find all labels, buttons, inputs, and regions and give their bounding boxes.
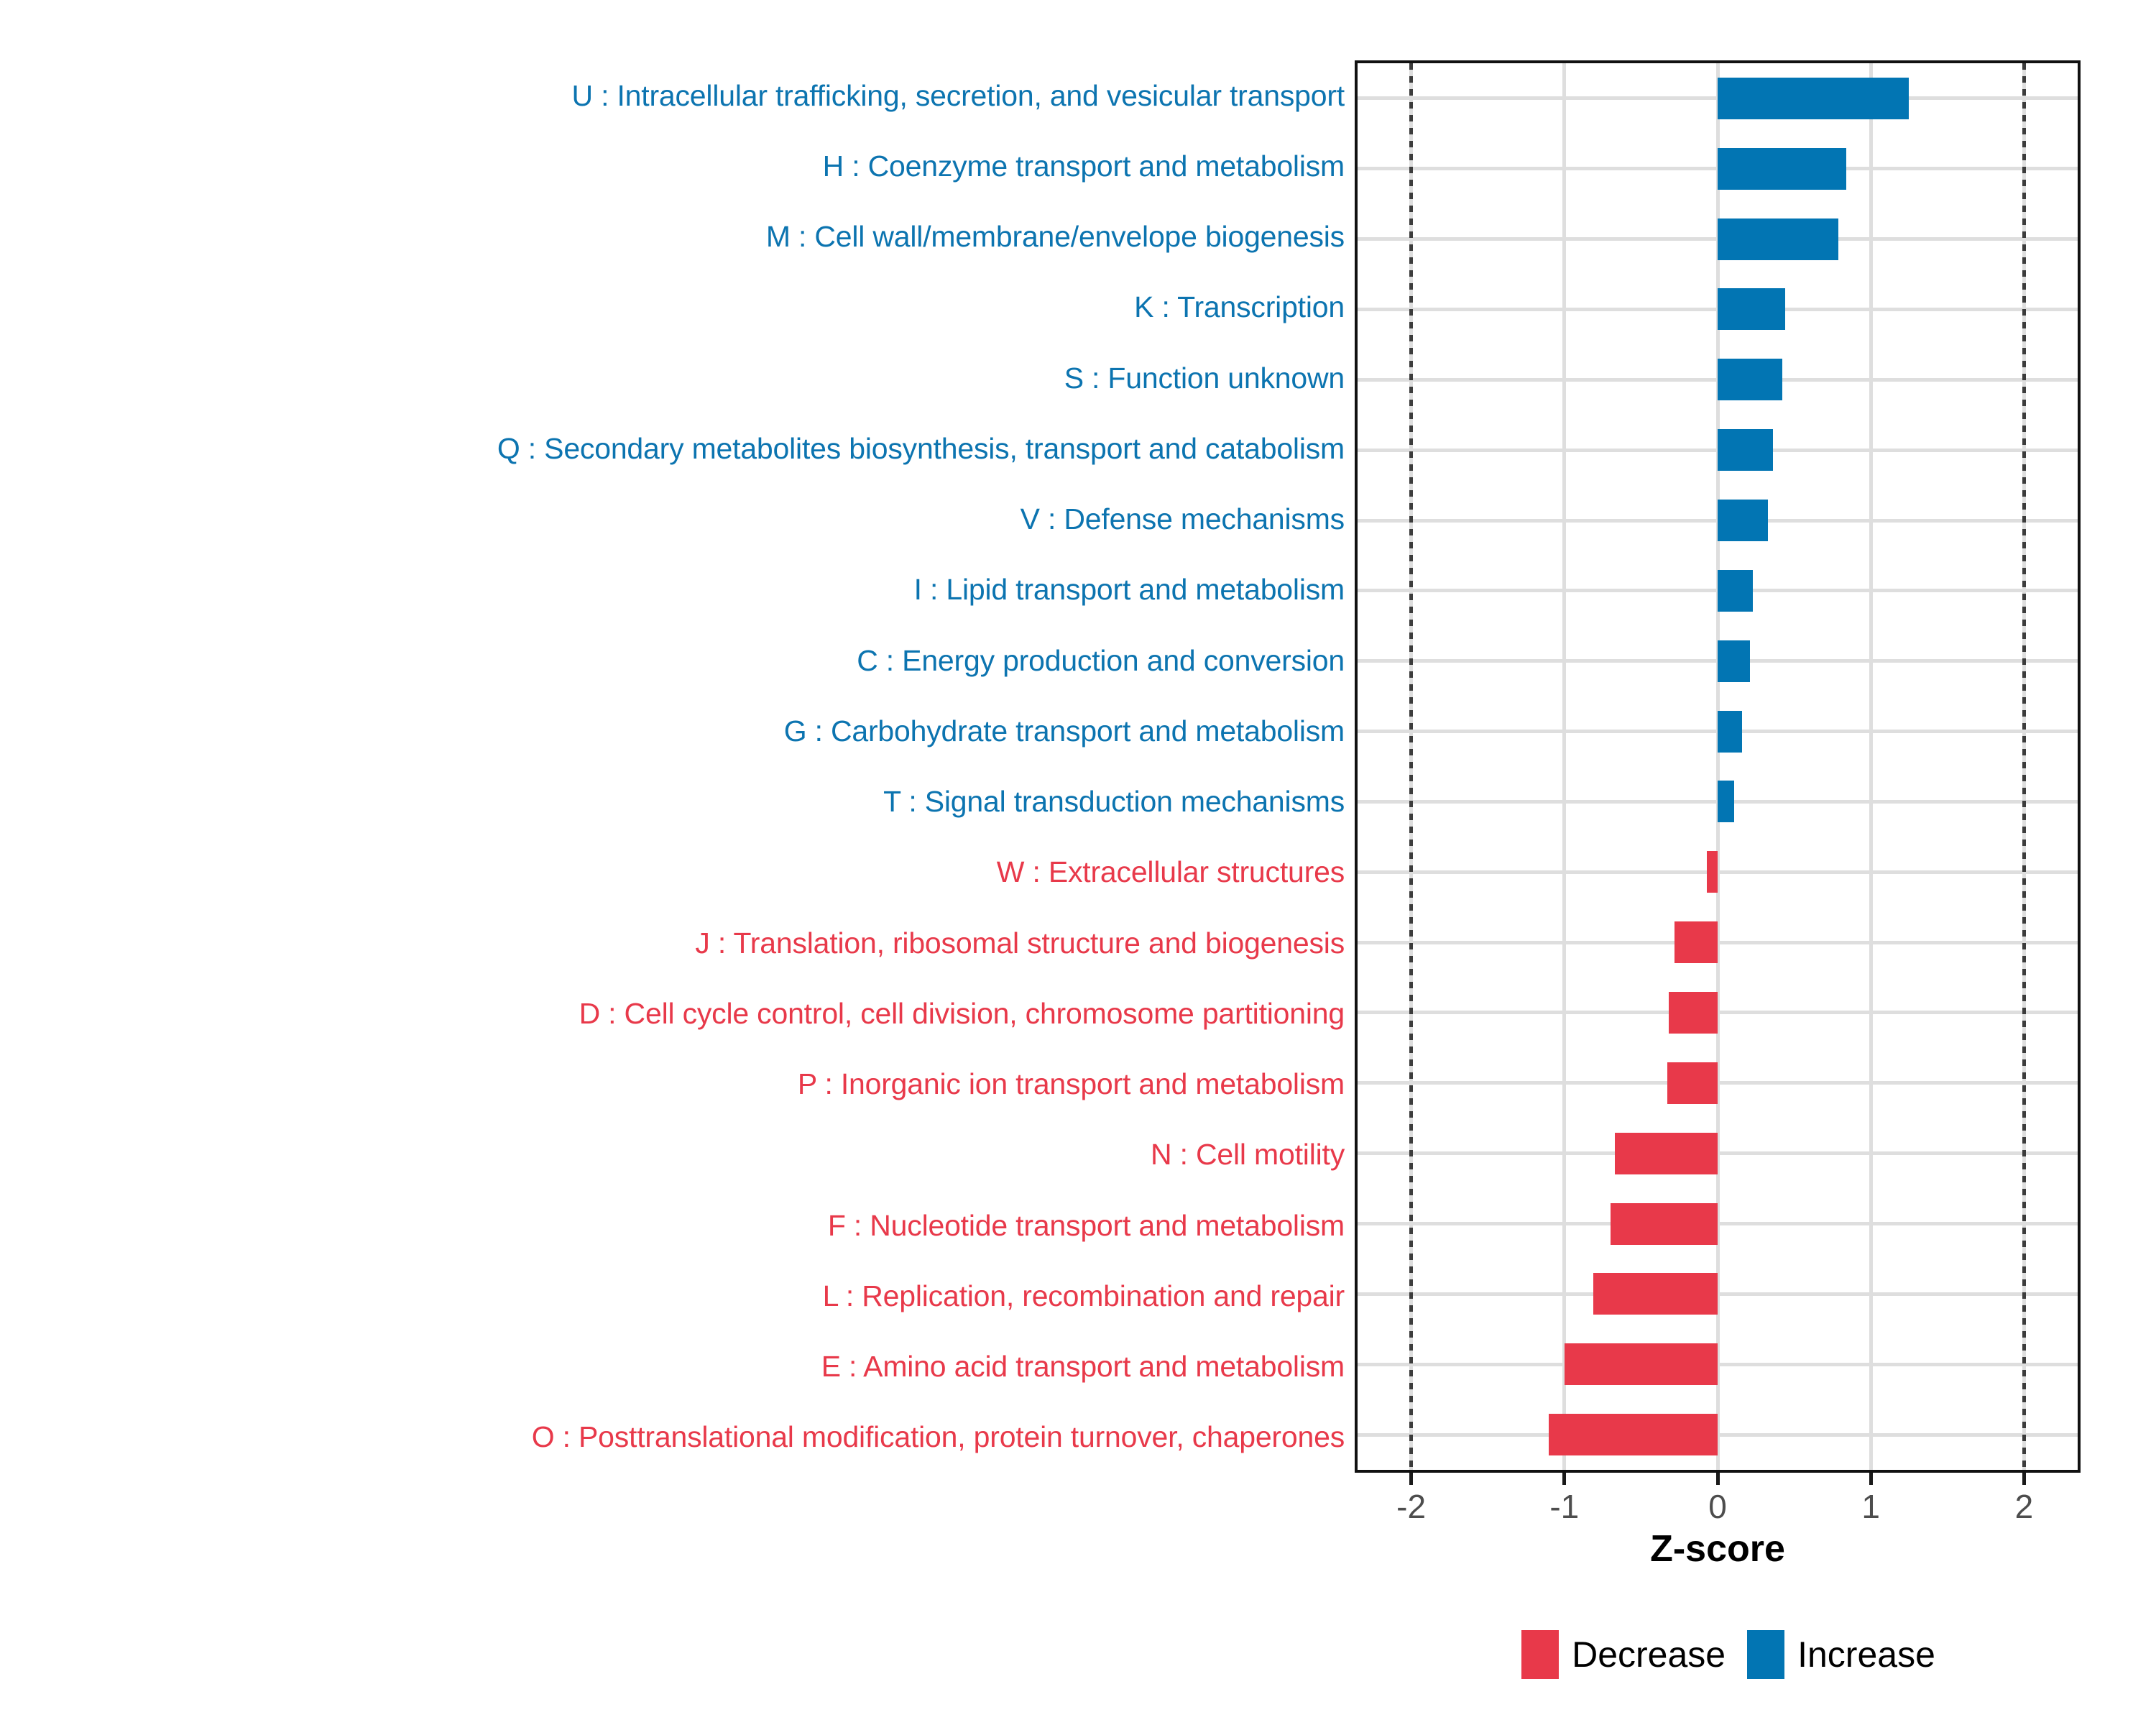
bar[interactable] — [1718, 429, 1773, 472]
reference-line — [2022, 63, 2026, 1470]
category-label-row: V : Defense mechanisms — [0, 484, 1355, 555]
category-label-row: K : Transcription — [0, 272, 1355, 343]
category-label: G : Carbohydrate transport and metabolis… — [783, 714, 1345, 748]
legend-label-increase: Increase — [1797, 1634, 1935, 1675]
gridline-horizontal — [1358, 1292, 2078, 1296]
category-label: O : Posttranslational modification, prot… — [531, 1420, 1345, 1454]
category-label: I : Lipid transport and metabolism — [913, 573, 1345, 607]
x-tick-label: 0 — [1708, 1488, 1727, 1525]
gridline-horizontal — [1358, 1222, 2078, 1226]
plot-panel — [1355, 60, 2081, 1473]
category-label-row: T : Signal transduction mechanisms — [0, 767, 1355, 837]
x-tick-label: -2 — [1396, 1488, 1427, 1525]
category-label: N : Cell motility — [1151, 1138, 1345, 1172]
category-label-row: U : Intracellular trafficking, secretion… — [0, 60, 1355, 131]
gridline-vertical — [1715, 63, 1720, 1470]
category-label-row: N : Cell motility — [0, 1120, 1355, 1190]
bar[interactable] — [1718, 569, 1754, 612]
gridline-horizontal — [1358, 1432, 2078, 1437]
gridline-horizontal — [1358, 870, 2078, 874]
category-label: W : Extracellular structures — [996, 855, 1345, 889]
x-tick — [1409, 1473, 1414, 1485]
category-label-row: H : Coenzyme transport and metabolism — [0, 131, 1355, 201]
legend-item-decrease[interactable]: Decrease — [1521, 1630, 1726, 1679]
category-label-row: J : Translation, ribosomal structure and… — [0, 908, 1355, 978]
category-label-row: W : Extracellular structures — [0, 837, 1355, 908]
category-label: P : Inorganic ion transport and metaboli… — [797, 1067, 1345, 1101]
bar[interactable] — [1668, 991, 1718, 1034]
x-tick — [1562, 1473, 1567, 1485]
category-label-column: U : Intracellular trafficking, secretion… — [0, 60, 1355, 1473]
x-axis-title: Z-score — [1650, 1528, 1785, 1570]
category-label: U : Intracellular trafficking, secretion… — [571, 78, 1345, 112]
bar[interactable] — [1718, 500, 1769, 542]
bar[interactable] — [1674, 921, 1718, 964]
category-label-row: C : Energy production and conversion — [0, 625, 1355, 696]
category-label: F : Nucleotide transport and metabolism — [827, 1208, 1345, 1242]
bar[interactable] — [1564, 1343, 1718, 1386]
category-label: D : Cell cycle control, cell division, c… — [579, 996, 1345, 1030]
bar[interactable] — [1593, 1273, 1718, 1315]
plot-inner — [1358, 63, 2078, 1470]
category-label: Q : Secondary metabolites biosynthesis, … — [497, 431, 1345, 465]
bar[interactable] — [1718, 288, 1785, 331]
category-label: H : Coenzyme transport and metabolism — [822, 149, 1345, 183]
chart-legend: Decrease Increase — [1355, 1630, 2102, 1679]
bar[interactable] — [1718, 77, 1909, 119]
x-tick-label: 1 — [1861, 1488, 1880, 1525]
gridline-vertical — [1869, 63, 1873, 1470]
x-tick — [1869, 1473, 1873, 1485]
x-tick — [1715, 1473, 1720, 1485]
category-label: V : Defense mechanisms — [1020, 502, 1345, 536]
category-label-row: O : Posttranslational modification, prot… — [0, 1402, 1355, 1473]
bar[interactable] — [1615, 1132, 1718, 1174]
category-label-row: G : Carbohydrate transport and metabolis… — [0, 696, 1355, 766]
legend-swatch-decrease — [1521, 1630, 1560, 1679]
reference-line — [1409, 63, 1414, 1470]
category-label: E : Amino acid transport and metabolism — [821, 1350, 1345, 1384]
category-label-row: M : Cell wall/membrane/envelope biogenes… — [0, 202, 1355, 272]
legend-label-decrease: Decrease — [1572, 1634, 1726, 1675]
bar[interactable] — [1610, 1202, 1718, 1245]
category-label-row: L : Replication, recombination and repai… — [0, 1261, 1355, 1331]
gridline-horizontal — [1358, 1362, 2078, 1366]
x-tick-label: 2 — [2014, 1488, 2034, 1525]
category-label: T : Signal transduction mechanisms — [883, 785, 1345, 819]
gridline-vertical — [1562, 63, 1567, 1470]
category-label-row: F : Nucleotide transport and metabolism — [0, 1190, 1355, 1261]
bar[interactable] — [1718, 781, 1735, 823]
bar[interactable] — [1718, 147, 1847, 190]
bar[interactable] — [1718, 359, 1782, 401]
category-label: K : Transcription — [1134, 290, 1345, 324]
gridline-horizontal — [1358, 1011, 2078, 1015]
category-label-row: S : Function unknown — [0, 343, 1355, 413]
category-label-row: E : Amino acid transport and metabolism — [0, 1332, 1355, 1402]
category-label-row: D : Cell cycle control, cell division, c… — [0, 978, 1355, 1049]
category-label: S : Function unknown — [1064, 361, 1345, 395]
gridline-horizontal — [1358, 1081, 2078, 1085]
category-label: C : Energy production and conversion — [857, 643, 1345, 677]
bar[interactable] — [1667, 1062, 1718, 1104]
bar[interactable] — [1707, 851, 1718, 893]
bar[interactable] — [1718, 218, 1839, 260]
x-tick-label: -1 — [1549, 1488, 1580, 1525]
category-label-row: I : Lipid transport and metabolism — [0, 555, 1355, 625]
category-label-row: Q : Secondary metabolites biosynthesis, … — [0, 413, 1355, 484]
x-tick — [2022, 1473, 2026, 1485]
bar[interactable] — [1718, 640, 1750, 682]
gridline-horizontal — [1358, 940, 2078, 944]
legend-item-increase[interactable]: Increase — [1747, 1630, 1935, 1679]
gridline-horizontal — [1358, 1151, 2078, 1156]
category-label: L : Replication, recombination and repai… — [822, 1279, 1345, 1312]
bar[interactable] — [1718, 710, 1743, 753]
category-label: J : Translation, ribosomal structure and… — [695, 926, 1345, 960]
category-label-row: P : Inorganic ion transport and metaboli… — [0, 1049, 1355, 1120]
category-label: M : Cell wall/membrane/envelope biogenes… — [765, 220, 1345, 254]
legend-swatch-increase — [1747, 1630, 1785, 1679]
bar[interactable] — [1549, 1414, 1718, 1456]
